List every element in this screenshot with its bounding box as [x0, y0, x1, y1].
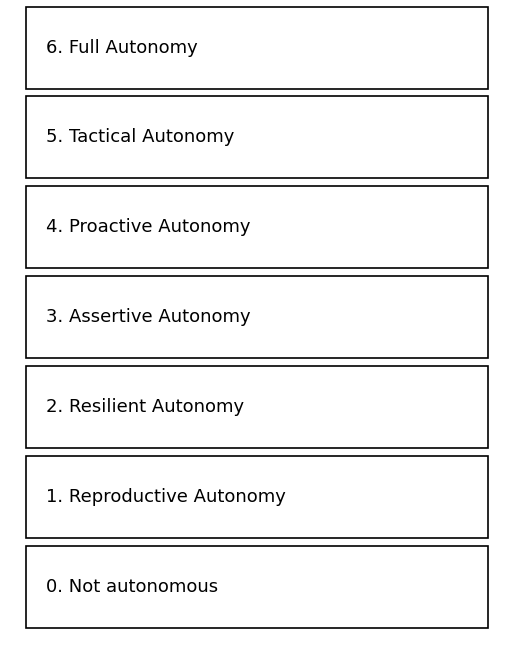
Text: 2. Resilient Autonomy: 2. Resilient Autonomy [46, 398, 244, 416]
FancyBboxPatch shape [26, 456, 488, 538]
FancyBboxPatch shape [26, 96, 488, 179]
FancyBboxPatch shape [26, 366, 488, 448]
Text: 4. Proactive Autonomy: 4. Proactive Autonomy [46, 218, 251, 236]
FancyBboxPatch shape [26, 546, 488, 628]
Text: 1. Reproductive Autonomy: 1. Reproductive Autonomy [46, 488, 286, 506]
Text: 6. Full Autonomy: 6. Full Autonomy [46, 39, 198, 56]
FancyBboxPatch shape [26, 186, 488, 268]
FancyBboxPatch shape [26, 7, 488, 88]
FancyBboxPatch shape [26, 276, 488, 358]
Text: 3. Assertive Autonomy: 3. Assertive Autonomy [46, 308, 251, 326]
Text: 5. Tactical Autonomy: 5. Tactical Autonomy [46, 128, 234, 146]
Text: 0. Not autonomous: 0. Not autonomous [46, 578, 218, 596]
